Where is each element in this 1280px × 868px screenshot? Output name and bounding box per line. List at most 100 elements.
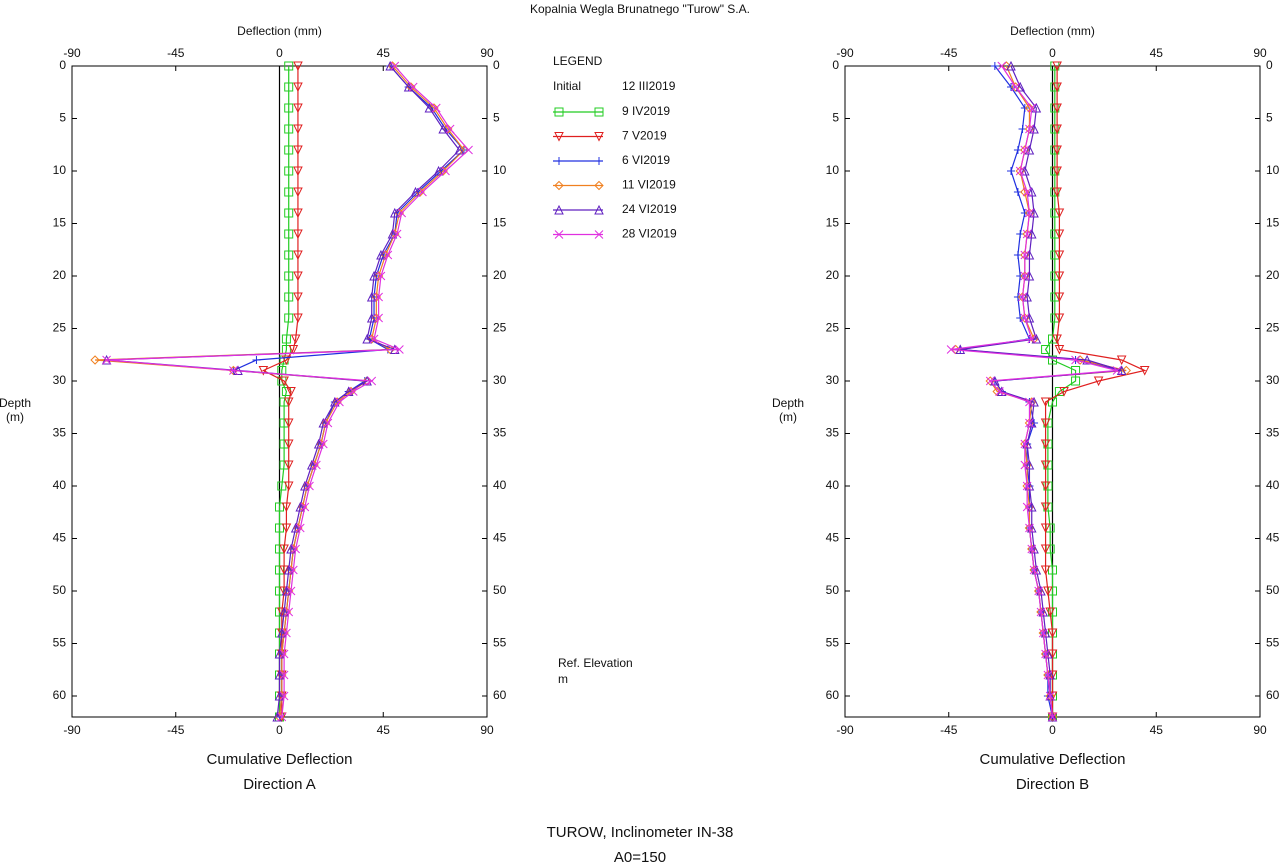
data-marker — [279, 649, 289, 659]
series-line — [261, 66, 299, 717]
data-marker — [1048, 712, 1057, 722]
data-marker — [1082, 354, 1092, 365]
y-tick-label: 30 — [1266, 373, 1280, 387]
data-marker — [300, 480, 310, 491]
x-tick-label: 0 — [1049, 723, 1056, 737]
x-tick-label: 90 — [1253, 723, 1267, 737]
data-marker — [283, 481, 294, 492]
data-marker — [438, 123, 449, 134]
caption: Direction A — [243, 776, 316, 793]
data-marker — [258, 366, 269, 376]
data-marker — [348, 387, 358, 396]
data-marker — [274, 648, 285, 659]
data-marker — [376, 271, 386, 281]
data-marker — [424, 102, 435, 113]
x-tick-label: -90 — [63, 46, 81, 60]
data-marker — [282, 628, 291, 638]
data-marker — [284, 607, 294, 617]
data-marker — [1031, 102, 1042, 113]
data-marker — [281, 523, 292, 534]
data-marker — [1052, 61, 1062, 72]
data-marker — [1024, 124, 1035, 134]
y-tick-label: 0 — [59, 58, 66, 72]
data-marker — [277, 712, 287, 722]
y-tick-label: 15 — [53, 216, 67, 230]
data-marker — [1029, 123, 1039, 134]
data-marker — [1024, 312, 1035, 323]
data-marker — [1026, 501, 1037, 512]
y-tick-label: 20 — [53, 268, 67, 282]
data-marker — [1007, 167, 1015, 175]
data-marker — [1011, 82, 1020, 92]
data-marker — [252, 356, 261, 364]
data-marker — [383, 250, 393, 260]
data-marker — [290, 334, 301, 345]
data-marker — [1121, 365, 1131, 376]
y-tick-label: 40 — [826, 478, 840, 492]
data-marker — [293, 61, 303, 72]
data-marker — [1025, 523, 1034, 533]
data-marker — [1022, 291, 1032, 302]
data-marker — [1052, 124, 1062, 135]
data-marker — [1052, 334, 1062, 345]
y-tick-label: 60 — [493, 688, 507, 702]
data-marker — [403, 81, 414, 92]
y-tick-label: 55 — [493, 636, 507, 650]
series-line — [106, 65, 461, 718]
data-marker — [1018, 292, 1027, 302]
data-marker — [1116, 365, 1127, 375]
data-marker — [985, 376, 995, 386]
x-tick-label: 90 — [480, 723, 494, 737]
data-marker — [390, 61, 400, 71]
y-tick-label: 55 — [53, 636, 67, 650]
y-tick-label: 15 — [1266, 216, 1280, 230]
caption: Cumulative Deflection — [207, 751, 353, 768]
data-marker — [1015, 166, 1025, 176]
data-marker — [374, 313, 383, 323]
data-marker — [1020, 165, 1030, 176]
y-tick-label: 5 — [493, 111, 500, 125]
data-marker — [429, 103, 439, 113]
y-tick-label: 25 — [493, 321, 507, 335]
data-marker — [985, 376, 995, 386]
y-tick-label: 25 — [53, 321, 67, 335]
series-line — [1044, 66, 1147, 717]
y-tick-label: 35 — [493, 426, 507, 440]
data-marker — [1116, 355, 1127, 366]
data-marker — [305, 481, 314, 491]
data-marker — [284, 82, 294, 92]
y-tick-label: 35 — [53, 426, 67, 440]
data-marker — [284, 313, 294, 323]
x-tick-label: -90 — [63, 723, 81, 737]
y-tick-label: 0 — [493, 58, 500, 72]
data-marker — [1040, 481, 1051, 492]
data-marker — [284, 61, 294, 71]
data-marker — [1045, 607, 1055, 618]
y-tick-label: 35 — [1266, 426, 1280, 440]
data-marker — [290, 522, 301, 533]
data-marker — [369, 334, 379, 344]
series-line — [955, 65, 1127, 718]
x-axis-label: Deflection (mm) — [237, 24, 322, 38]
data-marker — [433, 165, 444, 176]
y-tick-label: 45 — [826, 531, 840, 545]
data-marker — [1040, 418, 1051, 429]
data-marker — [997, 61, 1007, 71]
data-marker — [1006, 60, 1016, 71]
x-tick-label: 45 — [377, 46, 391, 60]
data-marker — [284, 145, 294, 155]
y-tick-label: 30 — [493, 373, 507, 387]
data-marker — [276, 627, 287, 638]
data-marker — [1052, 187, 1062, 198]
data-marker — [1022, 502, 1032, 512]
data-marker — [366, 291, 377, 302]
data-marker — [1024, 103, 1035, 113]
y-tick-label: 45 — [53, 531, 67, 545]
data-marker — [443, 124, 453, 134]
data-marker — [1029, 396, 1039, 407]
data-marker — [283, 439, 294, 450]
y-tick-label: 5 — [59, 111, 66, 125]
y-tick-label: 25 — [826, 321, 840, 335]
data-marker — [1043, 586, 1053, 597]
